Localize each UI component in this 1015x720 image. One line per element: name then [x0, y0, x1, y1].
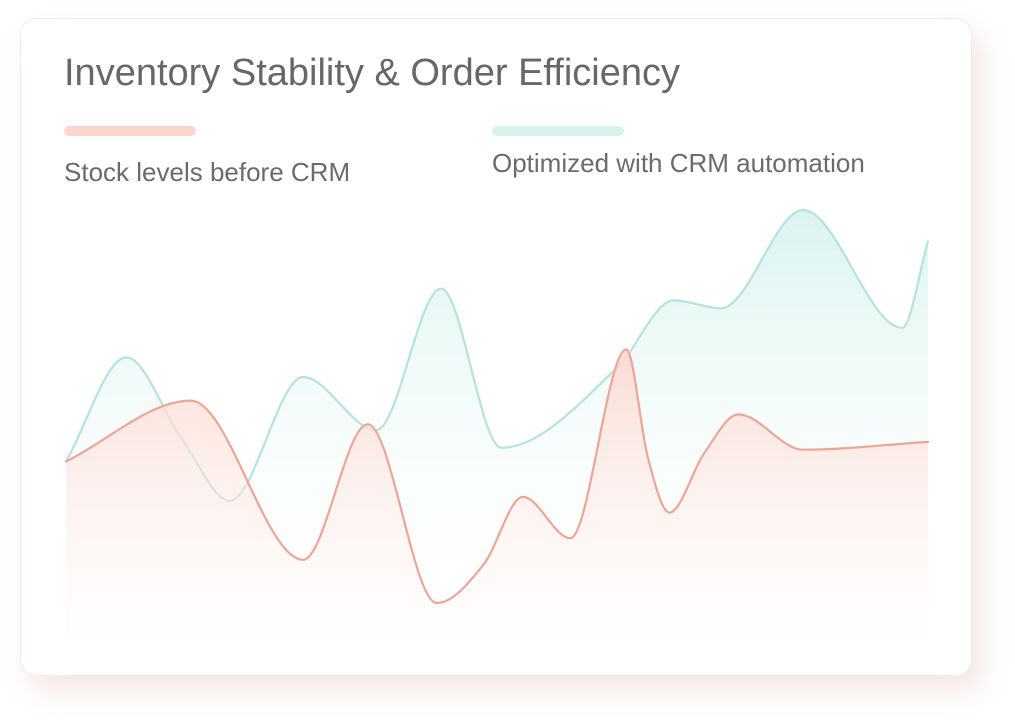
series-layer	[64, 208, 930, 640]
legend-swatch-with-crm	[492, 126, 624, 136]
series-line-before-crm	[64, 348, 930, 605]
series-area-before-crm	[66, 349, 928, 640]
legend-label-before-crm: Stock levels before CRM	[64, 157, 351, 187]
legend-label-with-crm: Optimized with CRM automation	[492, 148, 865, 178]
legend-swatch-before-crm	[64, 126, 196, 136]
legend-item-before-crm: Stock levels before CRM	[64, 126, 350, 188]
chart-title: Inventory Stability & Order Efficiency	[64, 52, 680, 94]
legend-item-with-crm: Optimized with CRM automation	[492, 126, 865, 179]
